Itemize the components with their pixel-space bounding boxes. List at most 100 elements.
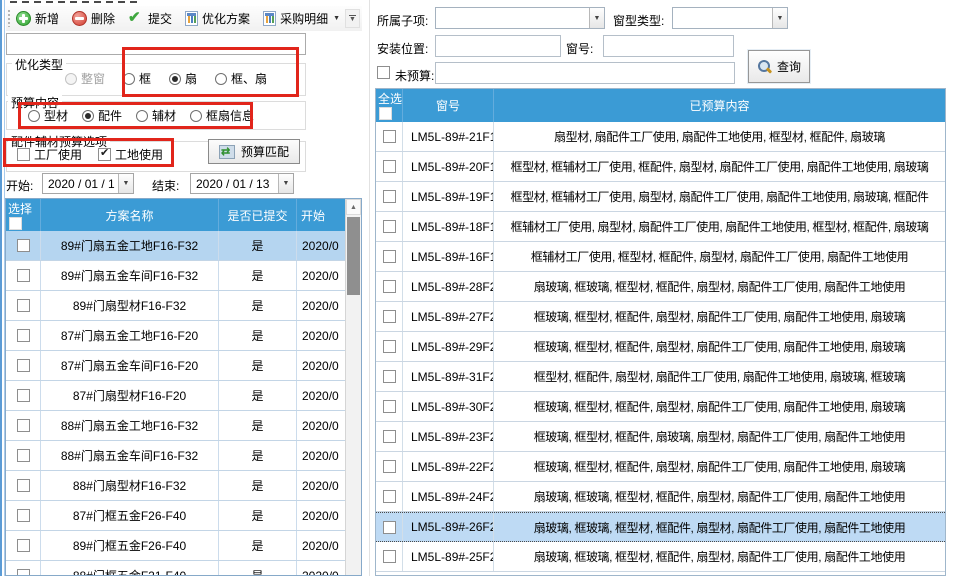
row-checkbox[interactable] bbox=[16, 479, 30, 492]
row-checkbox[interactable] bbox=[16, 269, 30, 282]
checkbox-option[interactable]: 工厂使用 bbox=[17, 146, 82, 163]
window-row[interactable]: LM5L-89#-26F24 扇玻璃, 框玻璃, 框型材, 框配件, 扇型材, 扇… bbox=[376, 512, 945, 542]
row-checkbox[interactable] bbox=[382, 130, 396, 143]
plan-filter-input[interactable] bbox=[6, 33, 306, 55]
chevron-down-icon[interactable]: ▼ bbox=[118, 174, 133, 193]
checkbox-option[interactable]: 工地使用 bbox=[98, 146, 163, 163]
plan-row[interactable]: 88#门扇型材F16-F32 是 2020/0 bbox=[6, 471, 345, 501]
start-column-header[interactable]: 开始 bbox=[301, 208, 326, 223]
plan-row[interactable]: 89#门扇五金车间F16-F32 是 2020/0 bbox=[6, 261, 345, 291]
row-checkbox[interactable] bbox=[382, 340, 396, 353]
toolbar-button[interactable]: 删除 bbox=[72, 10, 115, 27]
window-row[interactable]: LM5L-89#-25F23 扇玻璃, 框玻璃, 框型材, 框配件, 扇型材, 扇… bbox=[376, 542, 945, 572]
window-row[interactable]: LM5L-89#-27F25 框玻璃, 框型材, 框配件, 扇型材, 扇配件工厂使… bbox=[376, 302, 945, 332]
radio-icon bbox=[136, 109, 149, 122]
row-checkbox[interactable] bbox=[382, 370, 396, 383]
budget-match-button[interactable]: 预算匹配 bbox=[208, 139, 300, 164]
start-date-picker[interactable]: 2020 / 01 / 1 ▼ bbox=[42, 173, 134, 194]
plan-row[interactable]: 87#门扇五金工地F16-F20 是 2020/0 bbox=[6, 321, 345, 351]
window-no-input[interactable] bbox=[603, 35, 734, 57]
row-checkbox[interactable] bbox=[16, 329, 30, 342]
toolbar-button[interactable]: 提交 bbox=[128, 8, 172, 27]
plan-row[interactable]: 87#门扇型材F16-F20 是 2020/0 bbox=[6, 381, 345, 411]
plan-row[interactable]: 89#门框五金F26-F40 是 2020/0 bbox=[6, 531, 345, 561]
row-checkbox[interactable] bbox=[382, 280, 396, 293]
toolbar-button[interactable]: 新增 bbox=[16, 10, 59, 27]
scrollbar-thumb[interactable] bbox=[347, 217, 360, 295]
window-type-combobox[interactable]: ▼ bbox=[672, 7, 788, 29]
row-checkbox[interactable] bbox=[382, 400, 396, 413]
window-no-column-header[interactable]: 窗号 bbox=[403, 89, 494, 122]
end-date-picker[interactable]: 2020 / 01 / 13 ▼ bbox=[190, 173, 294, 194]
radio-option[interactable]: 扇 bbox=[169, 70, 197, 87]
row-checkbox[interactable] bbox=[16, 239, 30, 252]
select-all-checkbox[interactable] bbox=[379, 107, 392, 120]
window-row[interactable]: LM5L-89#-16F15 框辅材工厂使用, 框型材, 框配件, 扇型材, 扇配… bbox=[376, 242, 945, 272]
row-checkbox[interactable] bbox=[382, 190, 396, 203]
budget-match-label: 预算匹配 bbox=[240, 145, 289, 159]
row-checkbox[interactable] bbox=[16, 389, 30, 402]
radio-option[interactable]: 型材 bbox=[28, 107, 68, 124]
row-checkbox[interactable] bbox=[16, 419, 30, 432]
row-checkbox[interactable] bbox=[382, 460, 396, 473]
toolbar-button[interactable]: 采购明细 ▼ bbox=[263, 10, 340, 27]
chevron-down-icon[interactable]: ▼ bbox=[278, 174, 293, 193]
window-row[interactable]: LM5L-89#-29F27 框玻璃, 框型材, 框配件, 扇型材, 扇配件工厂使… bbox=[376, 332, 945, 362]
radio-option[interactable]: 框扇信息 bbox=[190, 107, 254, 124]
plan-row[interactable]: 87#门扇五金车间F16-F20 是 2020/0 bbox=[6, 351, 345, 381]
window-row[interactable]: LM5L-89#-20F18 框型材, 框辅材工厂使用, 框配件, 扇型材, 扇配… bbox=[376, 152, 945, 182]
radio-option[interactable]: 框 bbox=[123, 70, 151, 87]
window-row[interactable]: LM5L-89#-22F20 框玻璃, 框型材, 框配件, 扇型材, 扇配件工厂使… bbox=[376, 452, 945, 482]
select-all-column-header[interactable]: 全选 bbox=[376, 89, 403, 122]
row-checkbox[interactable] bbox=[16, 359, 30, 372]
chevron-down-icon[interactable]: ▼ bbox=[589, 8, 604, 28]
plan-row[interactable]: 88#门扇五金车间F16-F32 是 2020/0 bbox=[6, 441, 345, 471]
plan-row[interactable]: 89#门扇型材F16-F32 是 2020/0 bbox=[6, 291, 345, 321]
row-checkbox[interactable] bbox=[382, 250, 396, 263]
select-all-checkbox[interactable] bbox=[9, 217, 22, 230]
row-checkbox[interactable] bbox=[16, 299, 30, 312]
row-checkbox[interactable] bbox=[16, 509, 30, 522]
row-checkbox[interactable] bbox=[382, 220, 396, 233]
plan-row[interactable]: 88#门扇五金工地F16-F32 是 2020/0 bbox=[6, 411, 345, 441]
chevron-down-icon[interactable]: ▼ bbox=[772, 8, 787, 28]
plan-row[interactable]: 87#门框五金F26-F40 是 2020/0 bbox=[6, 501, 345, 531]
plan-row[interactable]: 89#门扇五金工地F16-F32 是 2020/0 bbox=[6, 231, 345, 261]
window-row[interactable]: LM5L-89#-30F28 框玻璃, 框型材, 框配件, 扇型材, 扇配件工厂使… bbox=[376, 392, 945, 422]
submitted-column-header[interactable]: 是否已提交 bbox=[219, 199, 297, 231]
window-row[interactable]: LM5L-89#-21F19 扇型材, 扇配件工厂使用, 扇配件工地使用, 框型材… bbox=[376, 122, 945, 152]
scroll-up-icon[interactable]: ▲ bbox=[346, 199, 361, 215]
window-row[interactable]: LM5L-89#-18F16 框辅材工厂使用, 扇型材, 扇配件工厂使用, 扇配件… bbox=[376, 212, 945, 242]
select-column-header[interactable]: 选择 bbox=[6, 199, 41, 231]
budgeted-content-column-header[interactable]: 已预算内容 bbox=[689, 99, 750, 113]
plan-table-scrollbar[interactable]: ▲ bbox=[345, 199, 361, 575]
no-budget-checkbox[interactable] bbox=[377, 66, 390, 79]
no-budget-input[interactable] bbox=[435, 62, 735, 84]
panel-splitter[interactable] bbox=[369, 0, 370, 576]
row-checkbox[interactable] bbox=[382, 550, 396, 563]
plan-name-column-header[interactable]: 方案名称 bbox=[41, 199, 219, 231]
sub-item-combobox[interactable]: ▼ bbox=[435, 7, 605, 29]
row-checkbox[interactable] bbox=[16, 539, 30, 552]
row-checkbox[interactable] bbox=[382, 310, 396, 323]
row-checkbox[interactable] bbox=[382, 520, 396, 534]
window-row[interactable]: LM5L-89#-19F17 框型材, 框辅材工厂使用, 扇型材, 扇配件工厂使用… bbox=[376, 182, 945, 212]
query-button[interactable]: 查询 bbox=[748, 50, 810, 83]
radio-option[interactable]: 配件 bbox=[82, 107, 122, 124]
row-select-cell bbox=[376, 332, 403, 361]
radio-option[interactable]: 框、扇 bbox=[215, 70, 267, 87]
window-row[interactable]: LM5L-89#-31F29 框型材, 框配件, 扇型材, 扇配件工厂使用, 扇配… bbox=[376, 362, 945, 392]
toolbar-overflow-button[interactable]: ▼ bbox=[345, 9, 360, 28]
toolbar-button[interactable]: 优化方案 bbox=[185, 10, 250, 27]
row-checkbox[interactable] bbox=[16, 449, 30, 462]
window-row[interactable]: LM5L-89#-24F22 扇玻璃, 框玻璃, 框型材, 框配件, 扇型材, 扇… bbox=[376, 482, 945, 512]
row-checkbox[interactable] bbox=[382, 430, 396, 443]
row-checkbox[interactable] bbox=[382, 490, 396, 503]
row-checkbox[interactable] bbox=[382, 160, 396, 173]
window-row[interactable]: LM5L-89#-28F26 扇玻璃, 框玻璃, 框型材, 框配件, 扇型材, 扇… bbox=[376, 272, 945, 302]
radio-option[interactable]: 辅材 bbox=[136, 107, 176, 124]
install-pos-input[interactable] bbox=[435, 35, 561, 57]
row-checkbox[interactable] bbox=[16, 569, 30, 575]
window-row[interactable]: LM5L-89#-23F21 框玻璃, 框型材, 框配件, 扇玻璃, 扇型材, 扇… bbox=[376, 422, 945, 452]
